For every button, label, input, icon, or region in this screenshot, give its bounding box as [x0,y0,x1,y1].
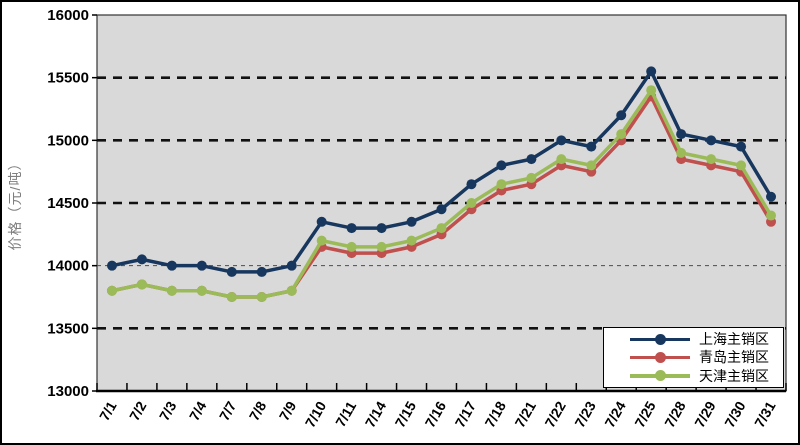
series-point-shanghai [406,216,417,227]
legend-item-shanghai: 上海主销区 [630,330,783,348]
x-axis-tick-label: 7/23 [571,398,599,430]
x-axis-tick-label: 7/2 [126,398,150,423]
series-point-tianjin [736,160,747,171]
series-point-tianjin [286,285,297,296]
series-point-tianjin [406,235,417,246]
x-axis-tick-label: 7/9 [276,398,300,423]
series-point-tianjin [496,179,507,190]
x-axis-tick-label: 7/31 [751,398,779,430]
x-axis-tick-label: 7/10 [302,398,330,430]
series-point-shanghai [316,216,327,227]
series-point-tianjin [166,285,177,296]
x-axis-tick-label: 7/16 [422,398,450,430]
series-point-tianjin [106,285,117,296]
series-point-tianjin [676,147,687,158]
series-point-shanghai [346,223,357,234]
series-point-shanghai [256,266,267,277]
chart-legend: 上海主销区 青岛主销区 天津主销区 [603,327,784,388]
series-point-shanghai [466,179,477,190]
legend-label-tianjin: 天津主销区 [699,367,769,384]
series-point-shanghai [376,223,387,234]
y-axis-tick-label: 16000 [47,7,89,24]
x-axis-tick-label: 7/15 [392,398,420,430]
series-point-tianjin [376,241,387,252]
y-axis-tick-label: 14500 [47,195,89,212]
x-axis-tick-label: 7/1 [96,398,120,423]
x-axis-tick-label: 7/3 [156,398,180,423]
series-point-shanghai [616,110,627,121]
legend-label-shanghai: 上海主销区 [699,331,769,348]
x-axis-tick-label: 7/7 [216,398,240,423]
series-point-shanghai [436,204,447,215]
shanghai-series-marker-icon [630,333,690,345]
y-axis-tick-label: 15000 [47,132,89,149]
series-point-tianjin [316,235,327,246]
x-axis-tick-label: 7/21 [511,398,539,430]
series-point-shanghai [166,260,177,271]
tianjin-series-marker-icon [630,370,690,382]
x-axis-tick-label: 7/8 [246,398,270,423]
y-axis-tick-label: 15500 [47,70,89,87]
legend-item-tianjin: 天津主销区 [630,367,783,385]
series-point-tianjin [136,279,147,290]
x-axis-tick-label: 7/29 [691,398,719,430]
series-point-shanghai [106,260,117,271]
series-point-shanghai [226,266,237,277]
series-point-shanghai [736,141,747,152]
series-point-tianjin [766,210,777,221]
legend-label-qingdao: 青岛主销区 [699,349,769,366]
series-point-shanghai [496,160,507,171]
y-axis-tick-label: 13500 [47,320,89,337]
x-axis-tick-label: 7/25 [631,398,659,430]
x-axis-tick-label: 7/28 [661,398,689,430]
series-point-tianjin [196,285,207,296]
series-point-tianjin [556,154,567,165]
legend-item-qingdao: 青岛主销区 [630,348,783,366]
series-point-tianjin [256,292,267,302]
y-axis-tick-label: 14000 [47,258,89,275]
series-point-shanghai [706,135,717,146]
x-axis-tick-label: 7/17 [452,398,480,430]
y-axis-tick-label: 13000 [47,383,89,400]
series-point-tianjin [226,292,237,302]
series-point-shanghai [646,66,657,77]
series-point-shanghai [766,191,777,202]
x-axis-tick-label: 7/30 [721,398,749,430]
x-axis-tick-label: 7/24 [601,398,629,430]
series-point-shanghai [556,135,567,146]
series-point-tianjin [436,223,447,234]
series-point-shanghai [586,141,597,152]
series-point-tianjin [616,129,627,140]
series-point-shanghai [286,260,297,271]
x-axis-tick-label: 7/4 [186,398,210,423]
series-point-tianjin [646,85,657,96]
series-point-shanghai [136,254,147,265]
series-point-tianjin [346,241,357,252]
x-axis-tick-label: 7/22 [541,398,569,430]
series-point-tianjin [706,154,717,165]
x-axis-tick-label: 7/11 [332,398,359,429]
x-axis-tick-label: 7/14 [362,398,390,430]
series-point-tianjin [466,198,477,208]
series-point-tianjin [526,172,537,183]
series-point-shanghai [526,154,537,165]
series-point-shanghai [196,260,207,271]
qingdao-series-marker-icon [630,351,690,363]
series-point-tianjin [586,160,597,171]
x-axis-tick-label: 7/18 [482,398,510,430]
series-point-shanghai [676,129,687,140]
y-axis-title: 价格（元/吨） [7,156,23,251]
